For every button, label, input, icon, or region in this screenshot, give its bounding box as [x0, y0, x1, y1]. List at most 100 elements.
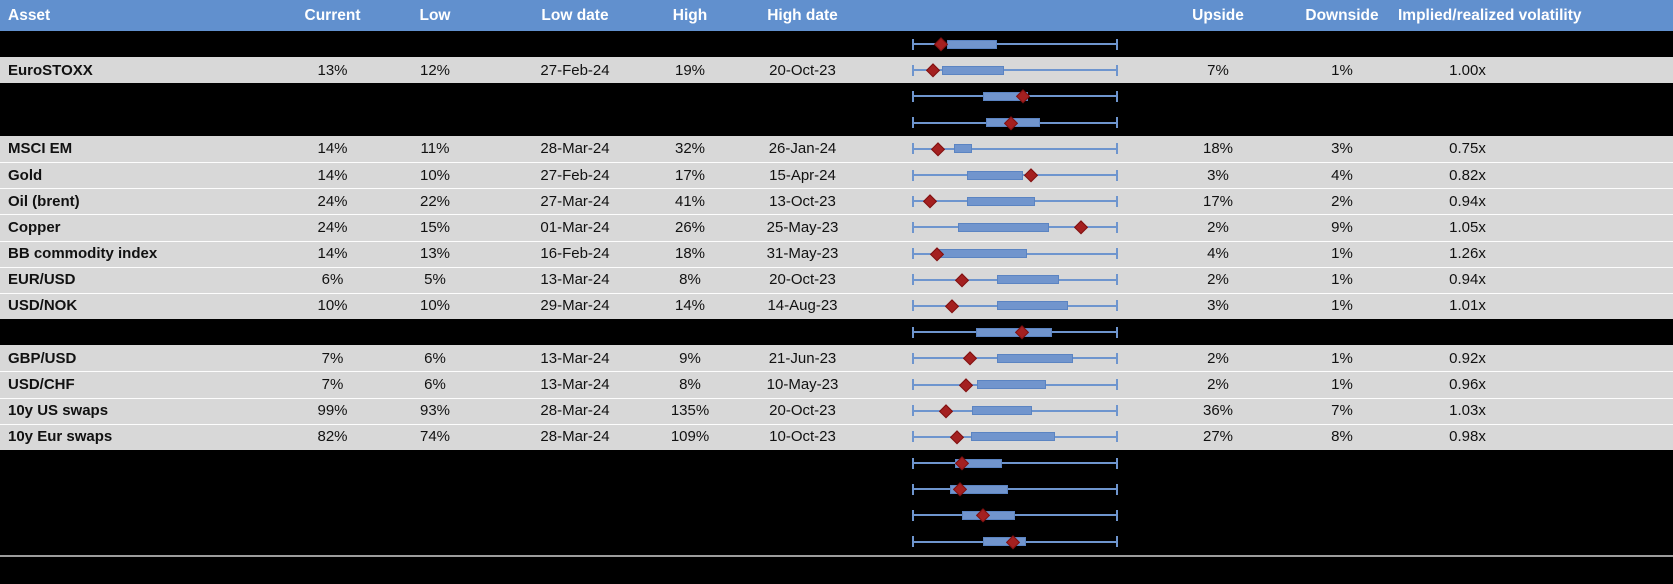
current-marker-diamond	[1023, 168, 1038, 182]
whisker-cap-left	[912, 117, 914, 129]
current-marker-diamond	[950, 430, 964, 444]
implied-realized-vol-value: 0.92x	[1449, 349, 1486, 367]
whisker-cap-right	[1116, 221, 1118, 233]
low-value: 6%	[424, 376, 446, 394]
boxplot-area	[912, 267, 1118, 293]
current-value: 99%	[317, 402, 348, 420]
whisker-cap-left	[912, 300, 914, 312]
range-box	[976, 380, 1046, 390]
current-value: 7%	[321, 349, 344, 367]
boxplot-area	[912, 502, 1118, 528]
implied-realized-vol-value: 1.26x	[1449, 245, 1486, 263]
asset-name: 10y Eur swaps	[8, 428, 113, 446]
range-boxplot	[890, 188, 1150, 214]
whisker-cap-right	[1116, 169, 1118, 181]
high-date: 20-Oct-23	[769, 402, 836, 420]
table-row: Oil (brent) 24% 22% 27-Mar-24 41% 13-Oct…	[0, 188, 1673, 215]
whisker-cap-right	[1116, 431, 1118, 443]
range-box	[949, 484, 1009, 494]
current-marker-diamond	[934, 37, 948, 51]
range-boxplot	[890, 136, 1150, 162]
boxplot-area	[912, 57, 1118, 83]
low-date: 13-Mar-24	[540, 376, 610, 394]
whisker-cap-left	[912, 274, 914, 286]
whisker-cap-right	[1116, 326, 1118, 338]
whisker-cap-left	[912, 379, 914, 391]
table-row: EUR/USD 6% 5% 13-Mar-24 8% 20-Oct-23 2% …	[0, 266, 1673, 293]
low-value: 22%	[419, 192, 451, 210]
table-row: BB commodity index 14% 13% 16-Feb-24 18%…	[0, 240, 1673, 267]
current-marker-diamond	[939, 404, 953, 418]
low-value: 74%	[419, 428, 451, 446]
high-value: 109%	[670, 428, 710, 446]
whisker-cap-left	[912, 431, 914, 443]
header-current: Current	[304, 6, 361, 24]
current-value: 14%	[317, 245, 348, 263]
whisker-cap-right	[1116, 379, 1118, 391]
range-box	[970, 432, 1055, 442]
range-box	[946, 39, 997, 49]
boxplot-area	[912, 162, 1118, 188]
table-header: Asset Current Low Low date High High dat…	[0, 0, 1673, 31]
range-boxplot	[890, 502, 1150, 528]
implied-realized-vol-value: 1.03x	[1449, 402, 1486, 420]
downside-value: 9%	[1331, 218, 1353, 236]
boxplot-area	[912, 424, 1118, 450]
asset-name: Oil (brent)	[8, 192, 80, 210]
range-box	[997, 275, 1060, 285]
header-upside: Upside	[1192, 6, 1244, 24]
high-value: 9%	[679, 349, 701, 367]
header-low: Low	[419, 6, 451, 24]
range-box	[953, 144, 973, 154]
whisker-cap-right	[1116, 405, 1118, 417]
high-date: 10-Oct-23	[769, 428, 836, 446]
upside-value: 27%	[1202, 428, 1234, 446]
asset-name: Copper	[8, 218, 61, 236]
low-date: 13-Mar-24	[540, 349, 610, 367]
implied-realized-vol-value: 0.94x	[1449, 271, 1486, 289]
asset-name: 10y US swaps	[8, 402, 109, 420]
high-date: 21-Jun-23	[768, 349, 837, 367]
asset-name: EuroSTOXX	[8, 61, 93, 79]
whisker-cap-right	[1116, 195, 1118, 207]
table-row	[0, 319, 1673, 346]
boxplot-area	[912, 529, 1118, 555]
current-marker-diamond	[923, 194, 938, 208]
downside-value: 1%	[1331, 61, 1353, 79]
upside-value: 2%	[1207, 218, 1229, 236]
boxplot-area	[912, 398, 1118, 424]
upside-value: 7%	[1207, 61, 1229, 79]
whisker-cap-right	[1116, 90, 1118, 102]
asset-name: MSCI EM	[8, 140, 73, 158]
range-box	[941, 65, 1004, 75]
current-marker-diamond	[959, 377, 973, 392]
footer-divider	[0, 554, 1673, 557]
whisker-cap-left	[912, 90, 914, 102]
range-boxplot	[890, 529, 1150, 555]
low-date: 27-Feb-24	[540, 61, 610, 79]
current-value: 24%	[317, 192, 348, 210]
range-boxplot	[890, 110, 1150, 136]
boxplot-area	[912, 31, 1118, 57]
implied-realized-vol-value: 0.75x	[1449, 140, 1486, 158]
whisker-cap-right	[1116, 117, 1118, 129]
range-boxplot	[890, 83, 1150, 109]
high-date: 13-Oct-23	[769, 192, 836, 210]
downside-value: 8%	[1331, 428, 1353, 446]
whisker-cap-right	[1116, 143, 1118, 155]
table-row: 10y Eur swaps 82% 74% 28-Mar-24 109% 10-…	[0, 423, 1673, 450]
downside-value: 1%	[1331, 349, 1353, 367]
table-row	[0, 83, 1673, 110]
high-date: 15-Apr-24	[769, 166, 836, 184]
current-value: 24%	[317, 218, 348, 236]
low-value: 6%	[424, 349, 446, 367]
boxplot-area	[912, 476, 1118, 502]
asset-name: USD/NOK	[8, 297, 78, 315]
whisker-line	[913, 514, 1117, 517]
whisker-line	[913, 69, 1117, 72]
range-boxplot	[890, 345, 1150, 371]
whisker-cap-right	[1116, 64, 1118, 76]
high-date: 14-Aug-23	[767, 297, 838, 315]
asset-name: Gold	[8, 166, 43, 184]
